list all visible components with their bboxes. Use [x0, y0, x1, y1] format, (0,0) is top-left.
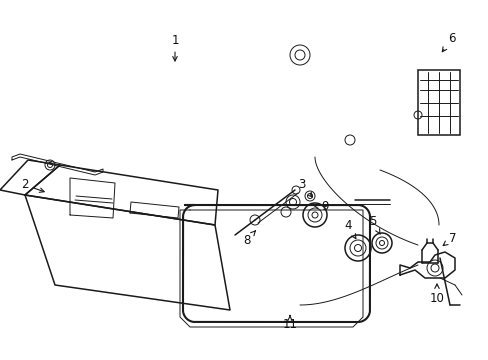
Text: 2: 2 [21, 179, 44, 192]
Text: 7: 7 [442, 231, 456, 246]
Text: 3: 3 [298, 179, 312, 197]
Text: 5: 5 [368, 216, 379, 234]
Bar [417, 70, 459, 135]
Text: 8: 8 [243, 231, 255, 247]
Text: 9: 9 [313, 201, 328, 213]
Text: 4: 4 [344, 220, 355, 239]
Text: 11: 11 [282, 316, 297, 332]
Text: 6: 6 [442, 31, 455, 52]
Text: 10: 10 [428, 284, 444, 305]
Text: 1: 1 [171, 33, 179, 61]
